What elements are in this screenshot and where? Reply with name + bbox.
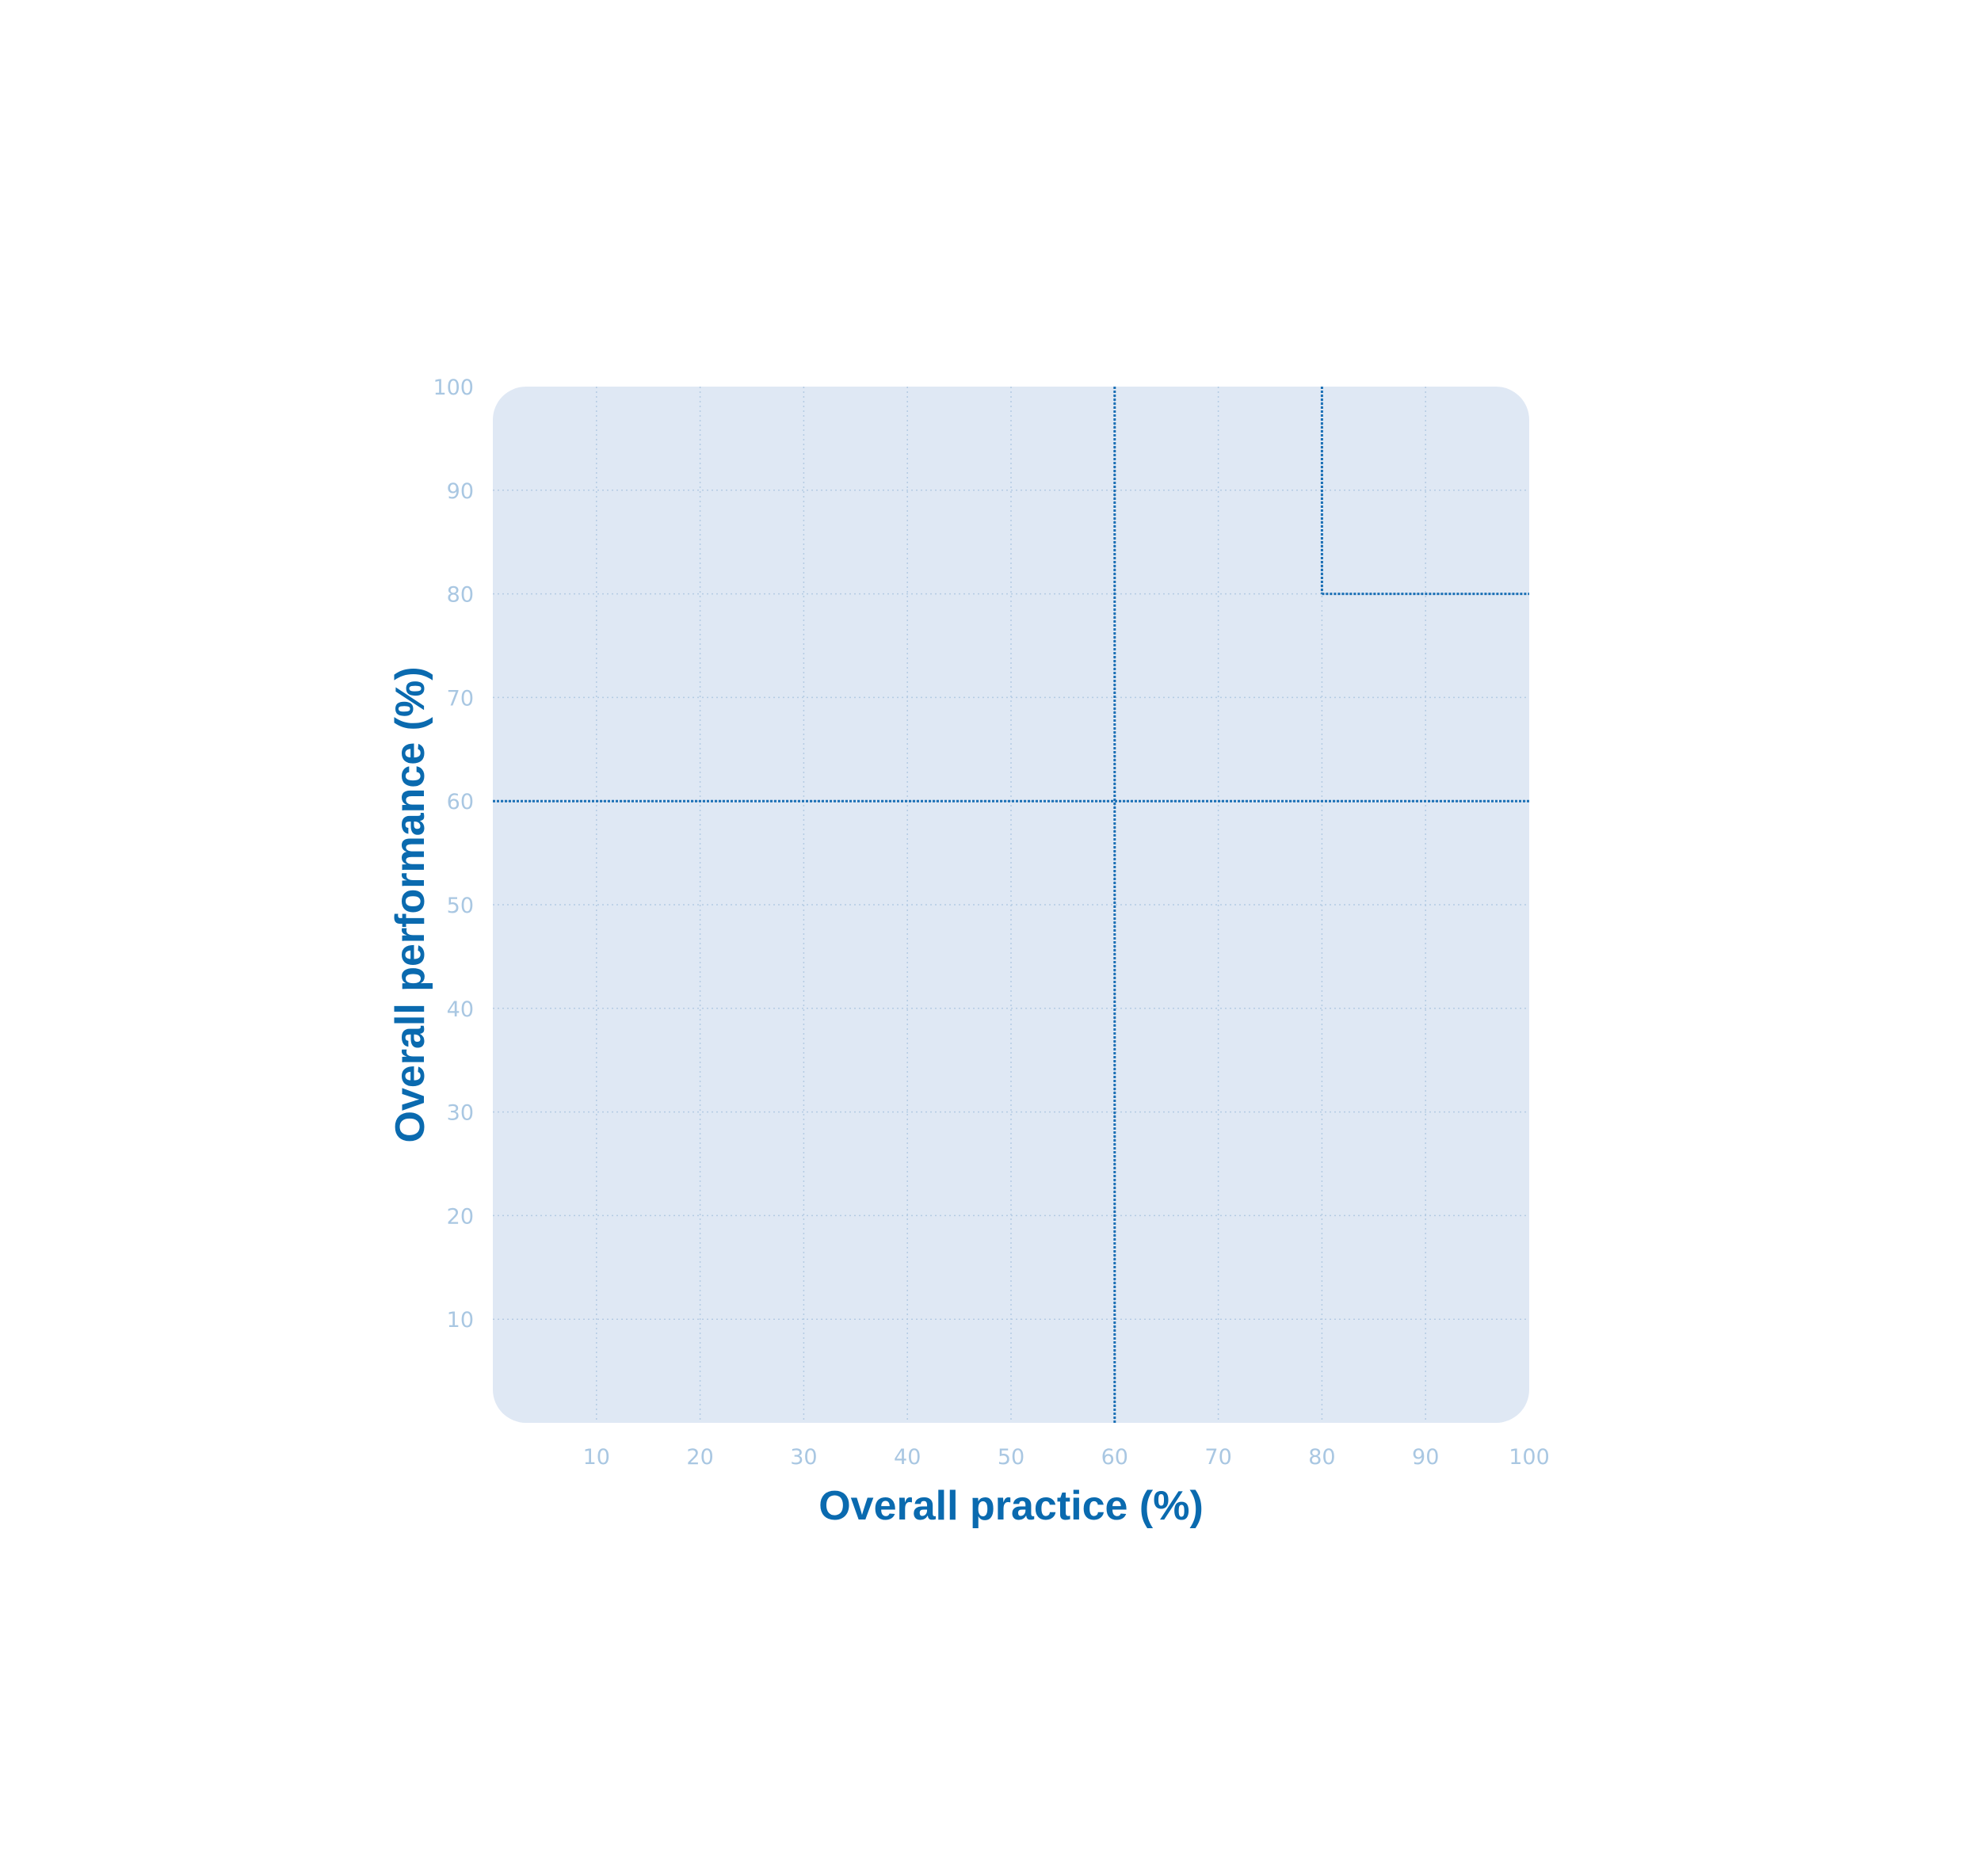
x-axis-title: Overall practice (%): [818, 1483, 1204, 1529]
x-tick-label: 100: [1509, 1445, 1550, 1470]
y-tick-label: 70: [447, 686, 474, 711]
y-tick-label: 20: [447, 1204, 474, 1229]
y-tick-label: 40: [447, 997, 474, 1022]
x-tick-label: 90: [1412, 1445, 1439, 1470]
x-tick-label: 60: [1101, 1445, 1128, 1470]
y-tick-label: 90: [447, 479, 474, 504]
y-axis-title: Overall performance (%): [387, 666, 433, 1142]
x-tick-label: 80: [1308, 1445, 1335, 1470]
x-tick-label: 20: [686, 1445, 713, 1470]
reference-lines: [493, 387, 1529, 1423]
x-tick-labels: 10 20 30 40 50 60 70 80 90 100: [583, 1445, 1550, 1470]
x-tick-label: 40: [894, 1445, 921, 1470]
x-tick-label: 10: [583, 1445, 610, 1470]
x-tick-label: 50: [998, 1445, 1024, 1470]
y-tick-label: 10: [447, 1308, 474, 1333]
y-tick-label: 50: [447, 894, 474, 918]
y-tick-labels: 10 20 30 40 50 60 70 80 90 100: [433, 376, 474, 1333]
y-tick-label: 30: [447, 1101, 474, 1126]
y-tick-label: 80: [447, 583, 474, 608]
y-tick-label: 100: [433, 376, 474, 400]
y-tick-label: 60: [447, 790, 474, 814]
x-tick-label: 30: [790, 1445, 817, 1470]
x-tick-label: 70: [1204, 1445, 1231, 1470]
